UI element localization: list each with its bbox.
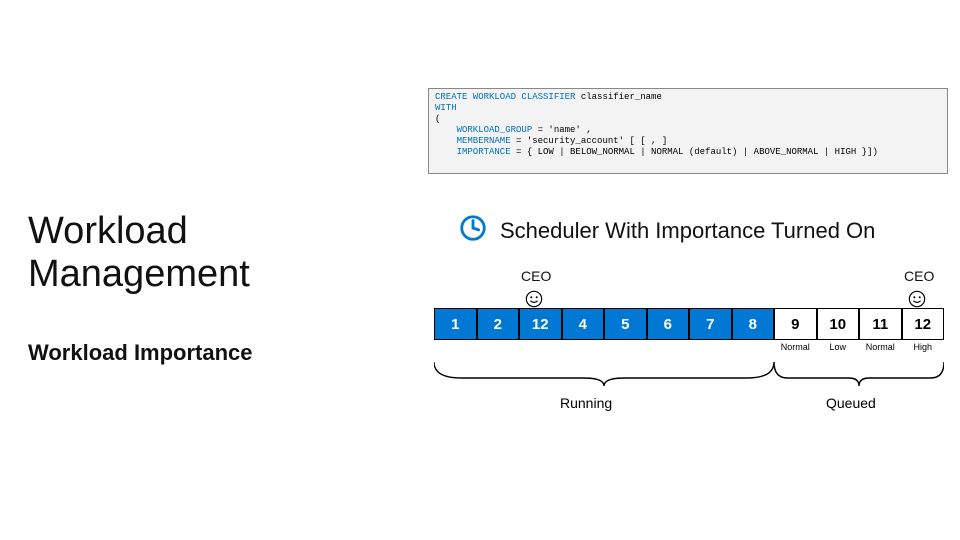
- slot-1: 1: [434, 308, 477, 340]
- label-queued: Queued: [826, 395, 876, 411]
- scheduler-heading: Scheduler With Importance Turned On: [458, 213, 875, 249]
- brace-queued: [774, 360, 944, 393]
- ceo-label-1: CEO: [521, 268, 551, 284]
- brace-running: [434, 360, 774, 393]
- importance-label-12: High: [902, 342, 945, 352]
- code-block: CREATE WORKLOAD CLASSIFIER classifier_na…: [428, 88, 948, 174]
- slot-5: 5: [604, 308, 647, 340]
- slot-9: 9: [774, 308, 817, 340]
- slot-12: 12: [902, 308, 945, 340]
- scheduler-strip: 1212456789101112: [434, 308, 944, 340]
- subtitle-importance: Workload Importance: [28, 340, 378, 366]
- title-line-1: Workload: [28, 210, 188, 252]
- slot-8: 8: [732, 308, 775, 340]
- slot-2: 2: [477, 308, 520, 340]
- title-main: Workload Management: [28, 210, 378, 295]
- scheduler-heading-text: Scheduler With Importance Turned On: [500, 218, 875, 244]
- slot-11: 11: [859, 308, 902, 340]
- slot-7: 7: [689, 308, 732, 340]
- ceo-label-2: CEO: [904, 268, 934, 284]
- slide-canvas: CREATE WORKLOAD CLASSIFIER classifier_na…: [0, 0, 960, 540]
- slot-3: 12: [519, 308, 562, 340]
- slot-6: 6: [647, 308, 690, 340]
- importance-label-10: Low: [817, 342, 860, 352]
- clock-icon: [458, 213, 488, 249]
- slot-4: 4: [562, 308, 605, 340]
- importance-label-11: Normal: [859, 342, 902, 352]
- importance-label-9: Normal: [774, 342, 817, 352]
- title-line-2: Management: [28, 253, 250, 295]
- label-running: Running: [560, 395, 612, 411]
- slot-10: 10: [817, 308, 860, 340]
